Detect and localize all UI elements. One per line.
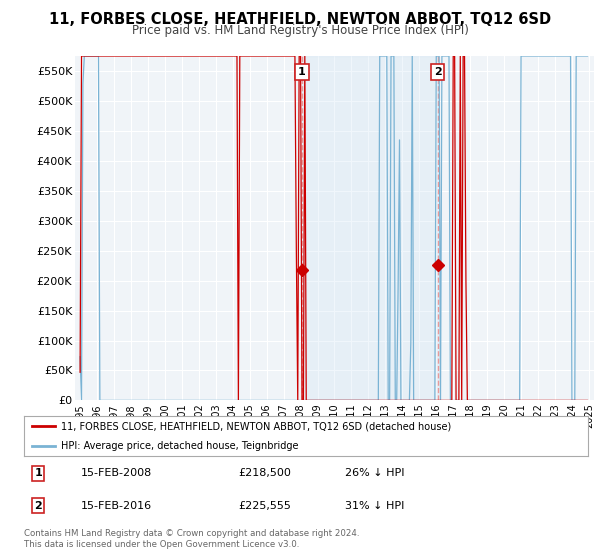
Text: 15-FEB-2016: 15-FEB-2016 [80, 501, 152, 511]
Bar [302, 56, 437, 400]
Text: Contains HM Land Registry data © Crown copyright and database right 2024.
This d: Contains HM Land Registry data © Crown c… [24, 529, 359, 549]
Text: £225,555: £225,555 [238, 501, 291, 511]
Text: 31% ↓ HPI: 31% ↓ HPI [346, 501, 405, 511]
Text: 11, FORBES CLOSE, HEATHFIELD, NEWTON ABBOT, TQ12 6SD (detached house): 11, FORBES CLOSE, HEATHFIELD, NEWTON ABB… [61, 421, 451, 431]
Text: 1: 1 [34, 468, 42, 478]
Text: HPI: Average price, detached house, Teignbridge: HPI: Average price, detached house, Teig… [61, 441, 298, 451]
Text: 2: 2 [34, 501, 42, 511]
Text: £218,500: £218,500 [238, 468, 291, 478]
Text: 15-FEB-2008: 15-FEB-2008 [80, 468, 152, 478]
Text: 1: 1 [298, 67, 306, 77]
Text: 11, FORBES CLOSE, HEATHFIELD, NEWTON ABBOT, TQ12 6SD: 11, FORBES CLOSE, HEATHFIELD, NEWTON ABB… [49, 12, 551, 27]
Text: Price paid vs. HM Land Registry's House Price Index (HPI): Price paid vs. HM Land Registry's House … [131, 24, 469, 36]
Text: 2: 2 [434, 67, 442, 77]
Text: 26% ↓ HPI: 26% ↓ HPI [346, 468, 405, 478]
